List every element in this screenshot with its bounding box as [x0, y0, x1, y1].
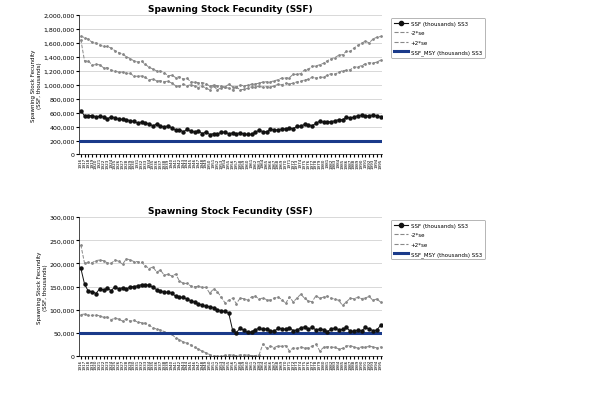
Legend: SSF (thousands) SS3, -2*se, +2*se, SSF_MSY (thousands) SS3: SSF (thousands) SS3, -2*se, +2*se, SSF_M… — [392, 220, 485, 260]
Y-axis label: Spawning Stock Fecundity
(SSF, thousands): Spawning Stock Fecundity (SSF, thousands… — [32, 49, 42, 122]
Title: Spawning Stock Fecundity (SSF): Spawning Stock Fecundity (SSF) — [148, 207, 313, 215]
Y-axis label: Spawning Stock Fecundity
(SSF, thousands): Spawning Stock Fecundity (SSF, thousands… — [37, 251, 48, 323]
Legend: SSF (thousands) SS3, -2*se, +2*se, SSF_MSY (thousands) SS3: SSF (thousands) SS3, -2*se, +2*se, SSF_M… — [392, 19, 485, 58]
Title: Spawning Stock Fecundity (SSF): Spawning Stock Fecundity (SSF) — [148, 5, 313, 14]
